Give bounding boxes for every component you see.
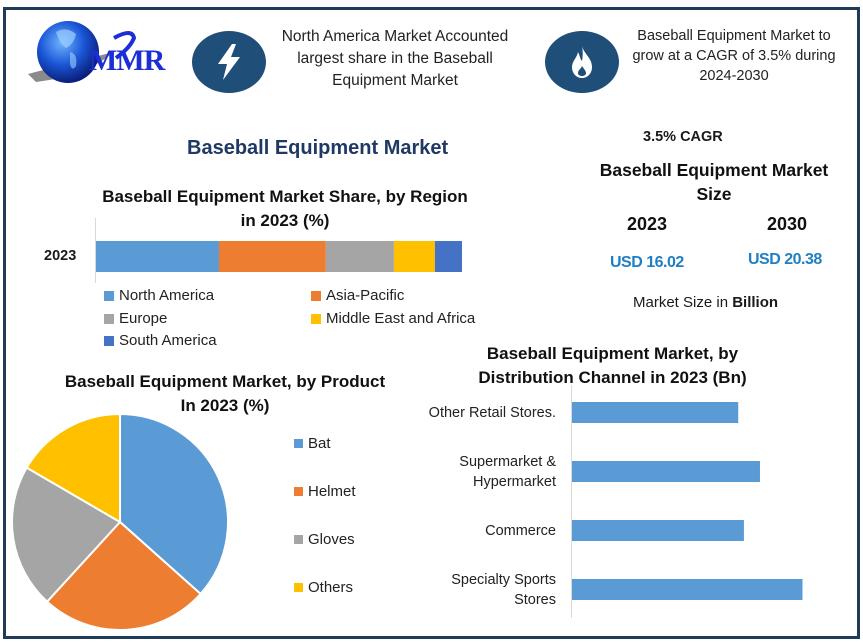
product-chart-title-line: Baseball Equipment Market, by Product [64, 372, 386, 391]
channel-category-label: Supermarket & Hypermarket [406, 452, 556, 492]
legend-swatch [294, 535, 303, 544]
channel-bar [572, 579, 803, 600]
legend-swatch [311, 313, 321, 324]
region-legend-item: South America [104, 332, 217, 349]
channel-category-label: Specialty Sports Stores [406, 570, 556, 610]
header-card-cagr: Baseball Equipment Market to grow at a C… [622, 26, 846, 86]
region-legend-item: North America [104, 287, 214, 304]
header-card-line: grow at a CAGR of 3.5% during [632, 48, 836, 64]
globe-icon [28, 21, 137, 83]
unit-prefix: Market Size in [633, 294, 733, 311]
kpi-year-2023: 2023 [627, 214, 668, 234]
channel-bar [572, 520, 744, 541]
header-card-north-america: North America Market Accounted largest s… [262, 26, 528, 92]
legend-swatch [311, 290, 321, 301]
legend-label: Others [308, 579, 354, 596]
product-chart-title: Baseball Equipment Market, by Product In… [50, 370, 400, 418]
channel-chart-axis [571, 385, 572, 618]
channel-category-label-line: Stores [514, 591, 556, 608]
channel-chart-title: Baseball Equipment Market, by Distributi… [455, 342, 770, 390]
channel-bar-chart [572, 402, 803, 600]
region-bar-segment-europe [325, 241, 394, 272]
market-size-title: Baseball Equipment Market Size [590, 158, 838, 206]
pie-slice-bat [119, 412, 229, 596]
region-bar-segment-south-america [434, 241, 462, 272]
channel-category-label-line: Supermarket & [459, 453, 556, 470]
market-size-unit: Market Size in Billion [633, 294, 778, 311]
channel-category-label-line: Commerce [485, 522, 556, 539]
header-card-line: Equipment Market [332, 72, 458, 89]
legend-label: Bat [308, 435, 331, 452]
flame-icon-badge [545, 31, 619, 93]
market-size-title-line: Baseball Equipment Market [599, 160, 829, 180]
region-legend-item: Middle East and Africa [311, 310, 475, 327]
cagr-label: 3.5% CAGR [643, 129, 723, 145]
region-chart-axis [95, 218, 96, 283]
region-bar-segment-middle-east-and-africa [393, 241, 435, 272]
lightning-bolt-icon-badge [192, 31, 266, 93]
channel-category-label: Commerce [406, 521, 556, 541]
page-title: Baseball Equipment Market [187, 137, 449, 159]
legend-swatch [104, 313, 114, 324]
channel-bar [572, 402, 739, 423]
kpi-year-2030: 2030 [767, 214, 808, 234]
logo-text: MMR [89, 44, 165, 77]
market-size-title-line: Size [696, 184, 732, 204]
legend-swatch [294, 583, 303, 592]
pie-slice-others [25, 412, 121, 524]
flame-icon [572, 46, 592, 78]
header-card-line: North America Market Accounted [281, 28, 509, 45]
region-chart-title-line: Baseball Equipment Market Share, by Regi… [102, 187, 468, 206]
legend-label: North America [119, 287, 215, 304]
legend-label: Gloves [308, 531, 355, 548]
region-chart-title-line: in 2023 (%) [240, 211, 330, 230]
channel-bar [572, 461, 760, 482]
product-legend-item: Bat [294, 435, 331, 452]
header-card-line: largest share in the Baseball [297, 50, 493, 67]
pie-slice-helmet [45, 520, 202, 631]
product-legend-item: Helmet [294, 483, 356, 500]
legend-label: Asia-Pacific [326, 287, 405, 304]
header-card-line: 2024-2030 [699, 68, 769, 84]
mmr-logo: MMR [26, 14, 176, 94]
legend-label: Middle East and Africa [326, 310, 476, 327]
header-card-line: Baseball Equipment Market to [637, 28, 831, 44]
channel-category-label-line: Other Retail Stores. [428, 404, 556, 421]
legend-swatch [104, 335, 114, 346]
region-legend-item: Europe [104, 310, 167, 327]
region-chart-category: 2023 [44, 248, 77, 264]
region-chart-title: Baseball Equipment Market Share, by Regi… [90, 185, 480, 233]
channel-chart-title-line: Distribution Channel in 2023 (Bn) [478, 368, 747, 387]
pie-slice-gloves [11, 466, 122, 604]
legend-swatch [294, 439, 303, 448]
region-bar-segment-asia-pacific [218, 241, 326, 272]
lightning-bolt-icon [218, 44, 240, 80]
channel-category-label: Other Retail Stores. [406, 403, 556, 423]
legend-label: Europe [119, 310, 168, 327]
legend-label: Helmet [308, 483, 356, 500]
legend-swatch [294, 487, 303, 496]
legend-swatch [104, 290, 114, 301]
channel-chart-title-line: Baseball Equipment Market, by [486, 344, 739, 363]
channel-category-label-line: Specialty Sports [451, 571, 556, 588]
product-legend-item: Gloves [294, 531, 355, 548]
region-legend-item: Asia-Pacific [311, 287, 404, 304]
product-chart-title-line: In 2023 (%) [180, 396, 270, 415]
product-legend-item: Others [294, 579, 353, 596]
region-stacked-bar [96, 241, 462, 272]
unit-bold: Billion [732, 294, 779, 311]
legend-label: South America [119, 332, 217, 349]
region-bar-segment-north-america [96, 241, 219, 272]
kpi-value-2023: USD 16.02 [610, 254, 684, 271]
kpi-value-2030: USD 20.38 [748, 251, 822, 268]
channel-category-label-line: Hypermarket [473, 473, 556, 490]
product-pie-chart [11, 412, 229, 631]
